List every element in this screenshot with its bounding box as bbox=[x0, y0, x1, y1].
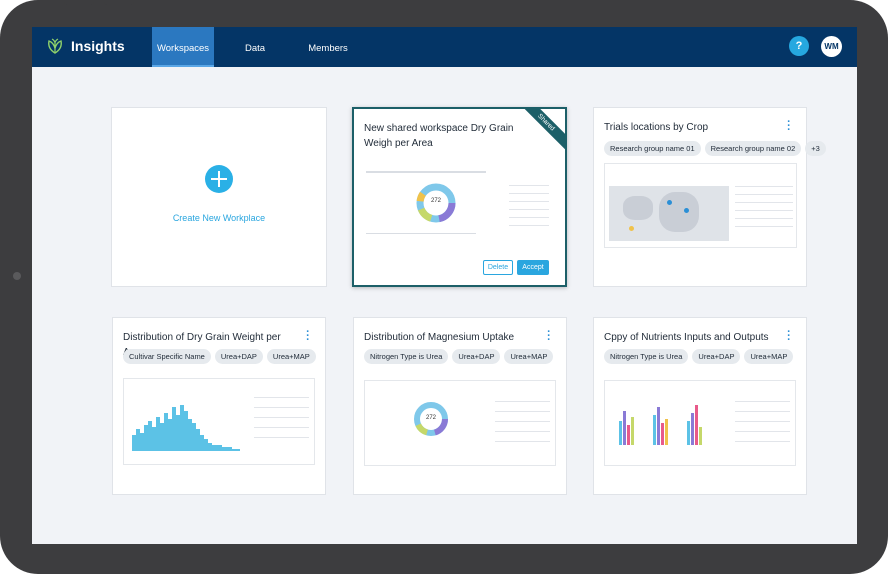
thumbnail-table-line bbox=[509, 185, 549, 186]
more-menu-icon[interactable]: · · · bbox=[787, 326, 791, 346]
workspace-card-shared[interactable]: Shared New shared workspace Dry Grain We… bbox=[352, 107, 567, 287]
thumbnail-header-line bbox=[366, 171, 486, 173]
bar-chart-thumbnail bbox=[604, 380, 796, 466]
donut-thumbnail: 272 bbox=[364, 380, 556, 466]
workspace-card-dry-grain[interactable]: Distribution of Dry Grain Weight per Are… bbox=[112, 317, 326, 495]
more-menu-icon[interactable]: · · · bbox=[787, 116, 791, 136]
world-map-thumbnail bbox=[609, 186, 729, 241]
thumbnail-table-line bbox=[735, 421, 790, 422]
brand-name: Insights bbox=[71, 38, 125, 54]
thumbnail-table-line bbox=[254, 397, 309, 398]
device-button bbox=[104, 0, 134, 5]
workspace-card-magnesium[interactable]: Distribution of Magnesium Uptake · · · Nit… bbox=[353, 317, 567, 495]
tag: Research group name 02 bbox=[704, 141, 802, 156]
tag: Urea+MAP bbox=[266, 349, 316, 364]
thumbnail-table-line bbox=[254, 427, 309, 428]
app-screen: Insights Workspaces Data Members ? WM Cr… bbox=[32, 27, 857, 544]
thumbnail-table-line bbox=[735, 194, 793, 195]
more-menu-icon[interactable]: · · · bbox=[547, 326, 551, 346]
thumbnail-table-line bbox=[509, 209, 549, 210]
add-icon[interactable] bbox=[205, 165, 233, 193]
tag: Nitrogen Type is Urea bbox=[604, 349, 689, 364]
map-marker bbox=[667, 200, 672, 205]
thumbnail-table-line bbox=[495, 401, 550, 402]
tag: Cultivar Specific Name bbox=[123, 349, 211, 364]
tag: Research group name 01 bbox=[604, 141, 701, 156]
card-thumbnail: 272 bbox=[364, 167, 554, 247]
thumbnail-table-line bbox=[735, 401, 790, 402]
workspace-card-nutrients[interactable]: Cppy of Nutrients Inputs and Outputs · · ·… bbox=[593, 317, 807, 495]
thumbnail-table-line bbox=[735, 186, 793, 187]
tag: Urea+MAP bbox=[744, 349, 794, 364]
histogram-bars-thumbnail bbox=[132, 405, 240, 451]
accept-button[interactable]: Accept bbox=[517, 260, 549, 275]
tag-more-count: +3 bbox=[805, 141, 826, 156]
leaf-logo-icon bbox=[48, 38, 62, 54]
card-tags: Nitrogen Type is Urea Urea+DAP Urea+MAP bbox=[364, 349, 554, 364]
nav-tab-data[interactable]: Data bbox=[244, 43, 266, 54]
card-title: Trials locations by Crop bbox=[604, 122, 709, 133]
donut-center-value: 272 bbox=[430, 198, 441, 204]
card-title: New shared workspace Dry Grain Weigh per… bbox=[364, 123, 514, 149]
donut-center-value: 272 bbox=[425, 415, 436, 421]
thumbnail-table-line bbox=[495, 441, 550, 442]
thumbnail-table-line bbox=[509, 201, 549, 202]
create-workplace-label[interactable]: Create New Workplace bbox=[172, 213, 266, 223]
tag: Urea+DAP bbox=[452, 349, 501, 364]
card-tags: Cultivar Specific Name Urea+DAP Urea+MAP bbox=[123, 349, 316, 364]
map-landmass bbox=[659, 192, 699, 232]
thumbnail-table-line bbox=[735, 411, 790, 412]
card-tags: Nitrogen Type is Urea Urea+DAP Urea+MAP bbox=[604, 349, 794, 364]
thumbnail-legend-line bbox=[366, 233, 476, 234]
workspace-card-trials[interactable]: Trials locations by Crop · · · Research gr… bbox=[593, 107, 826, 287]
histogram-thumbnail bbox=[123, 378, 315, 465]
delete-button[interactable]: Delete bbox=[483, 260, 513, 275]
card-title: Cppy of Nutrients Inputs and Outputs bbox=[604, 332, 769, 343]
avatar[interactable]: WM bbox=[821, 36, 842, 57]
thumbnail-table-line bbox=[509, 217, 549, 218]
thumbnail-table-line bbox=[735, 431, 790, 432]
thumbnail-table-line bbox=[735, 210, 793, 211]
camera-dot bbox=[13, 272, 21, 280]
map-landmass bbox=[623, 196, 653, 220]
donut-chart-thumbnail bbox=[414, 402, 448, 436]
thumbnail-table-line bbox=[735, 218, 793, 219]
more-menu-icon[interactable]: · · · bbox=[306, 326, 310, 346]
thumbnail-table-line bbox=[495, 431, 550, 432]
thumbnail-table-line bbox=[735, 441, 790, 442]
grouped-bars-thumbnail bbox=[619, 405, 702, 445]
card-tags: Research group name 01 Research group na… bbox=[604, 141, 826, 156]
thumbnail-table-line bbox=[254, 407, 309, 408]
tag: Urea+DAP bbox=[692, 349, 741, 364]
create-workplace-card[interactable]: Create New Workplace bbox=[111, 107, 327, 287]
thumbnail-table-line bbox=[495, 421, 550, 422]
map-thumbnail bbox=[604, 163, 797, 248]
map-marker bbox=[684, 208, 689, 213]
help-button[interactable]: ? bbox=[789, 36, 809, 56]
thumbnail-table-line bbox=[509, 193, 549, 194]
nav-tab-workspaces[interactable]: Workspaces bbox=[152, 27, 214, 67]
map-marker bbox=[629, 226, 634, 231]
tag: Nitrogen Type is Urea bbox=[364, 349, 449, 364]
tag: Urea+MAP bbox=[504, 349, 554, 364]
top-nav: Insights Workspaces Data Members ? WM bbox=[32, 27, 857, 67]
thumbnail-table-line bbox=[254, 437, 309, 438]
thumbnail-table-line bbox=[509, 225, 549, 226]
card-title: Distribution of Magnesium Uptake bbox=[364, 332, 515, 343]
donut-chart-thumbnail bbox=[416, 183, 456, 223]
thumbnail-table-line bbox=[735, 202, 793, 203]
device-button bbox=[64, 0, 94, 5]
thumbnail-table-line bbox=[495, 411, 550, 412]
tag: Urea+DAP bbox=[214, 349, 263, 364]
thumbnail-table-line bbox=[735, 226, 793, 227]
thumbnail-table-line bbox=[254, 417, 309, 418]
nav-tab-members[interactable]: Members bbox=[308, 43, 348, 54]
